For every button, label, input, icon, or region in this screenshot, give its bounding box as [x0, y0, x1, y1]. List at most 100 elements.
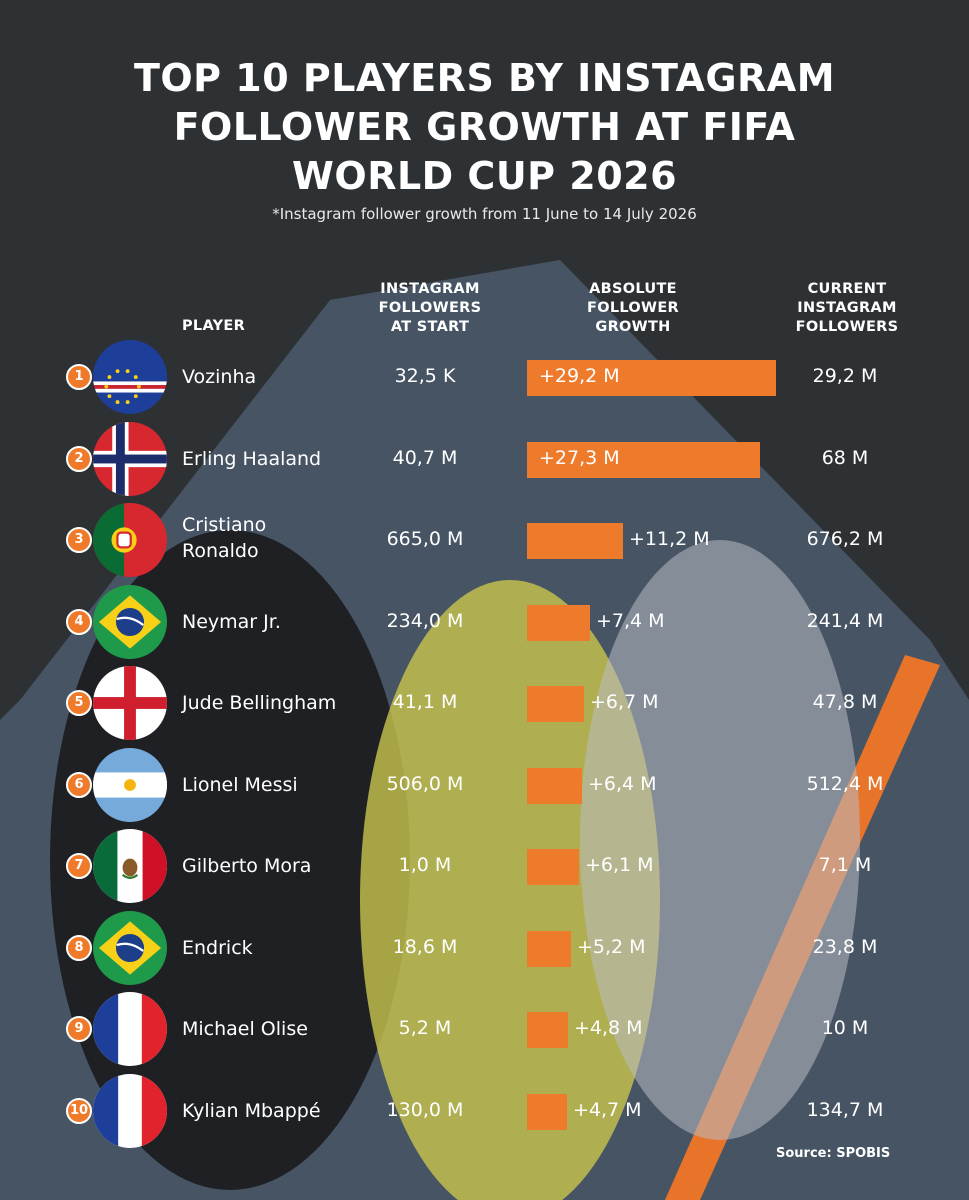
column-header-growth: ABSOLUTE FOLLOWER GROWTH — [548, 280, 718, 337]
column-header-start: INSTAGRAM FOLLOWERS AT START — [345, 280, 515, 337]
growth-label: +6,7 M — [590, 691, 659, 713]
rank-badge: 8 — [66, 934, 92, 961]
brazil-flag — [93, 910, 167, 985]
table-row: 9 Michael Olise 5,2 M +4,8 M 10 M — [0, 992, 969, 1068]
followers-at-start: 130,0 M — [386, 1098, 464, 1121]
player-name: Lionel Messi — [182, 772, 298, 798]
current-followers: 134,7 M — [806, 1098, 884, 1121]
table-row: 2 Erling Haaland 40,7 M +27,3 M 68 M — [0, 421, 969, 498]
growth-label: +6,1 M — [585, 854, 654, 876]
current-followers: 241,4 M — [806, 609, 884, 632]
mexico-flag — [93, 829, 167, 903]
column-header-current: CURRENT INSTAGRAM FOLLOWERS — [762, 280, 932, 337]
followers-at-start: 41,1 M — [392, 691, 458, 713]
england-flag — [93, 666, 167, 740]
followers-at-start: 40,7 M — [392, 446, 458, 469]
player-name-line: Erling Haaland — [182, 447, 322, 470]
table-row: 1 Vozinha 32,5 K +29,2 M 29,2 M — [0, 340, 969, 416]
growth-label: +6,4 M — [588, 772, 657, 795]
current-followers: 676,2 M — [806, 528, 884, 550]
growth-bar — [527, 849, 579, 885]
column-header-line: ABSOLUTE — [589, 281, 677, 297]
current-followers: 10 M — [821, 1017, 869, 1039]
brazil-flag — [93, 584, 167, 659]
player-name-line: Endrick — [182, 936, 253, 959]
rank-badge: 10 — [66, 1097, 92, 1124]
argentina-flag — [93, 747, 167, 822]
player-name: Kylian Mbappé — [182, 1098, 321, 1124]
growth-bar — [527, 686, 584, 722]
table-row: 3 Cristiano Ronaldo 665,0 M +11,2 M 676,2 M — [0, 503, 969, 579]
current-followers: 512,4 M — [806, 772, 884, 795]
france-flag — [93, 1073, 167, 1148]
growth-bar — [527, 523, 623, 559]
source-note: Source: SPOBIS — [776, 1146, 891, 1161]
growth-bar — [527, 930, 571, 967]
current-followers: 23,8 M — [812, 935, 878, 958]
growth-label: +4,8 M — [574, 1017, 643, 1039]
rank-badge: 6 — [66, 771, 92, 798]
followers-at-start: 506,0 M — [386, 772, 464, 795]
growth-bar — [527, 441, 760, 478]
growth-label: +27,3 M — [539, 446, 620, 469]
title-line: FOLLOWER GROWTH AT FIFA — [173, 105, 796, 149]
player-name-line: Gilberto Mora — [182, 855, 312, 877]
player-name: Endrick — [182, 935, 253, 961]
player-name-line: Ronaldo — [182, 540, 259, 562]
growth-bar — [527, 604, 590, 641]
current-followers: 7,1 M — [818, 854, 872, 876]
growth-bar — [527, 360, 776, 396]
chart-title: TOP 10 PLAYERS BY INSTAGRAM FOLLOWER GRO… — [0, 54, 969, 201]
column-header-line: INSTAGRAM — [797, 300, 897, 316]
followers-at-start: 234,0 M — [386, 609, 464, 632]
growth-label: +4,7 M — [573, 1098, 642, 1121]
growth-label: +7,4 M — [596, 609, 665, 632]
rank-badge: 1 — [66, 364, 92, 390]
player-name: Jude Bellingham — [182, 690, 336, 716]
current-followers: 47,8 M — [812, 691, 878, 713]
player-name-line: Neymar Jr. — [182, 610, 281, 633]
rank-badge: 5 — [66, 690, 92, 716]
table-row: 7 Gilberto Mora 1,0 M +6,1 M 7,1 M — [0, 829, 969, 905]
growth-bar — [527, 767, 582, 804]
cape-verde-flag — [93, 340, 167, 414]
table-row: 8 Endrick 18,6 M +5,2 M 23,8 M — [0, 910, 969, 987]
norway-flag — [93, 421, 167, 496]
followers-at-start: 32,5 K — [394, 365, 456, 387]
column-header-line: GROWTH — [595, 319, 671, 335]
title-line: TOP 10 PLAYERS BY INSTAGRAM — [133, 56, 836, 100]
column-header-line: FOLLOWER — [587, 300, 679, 316]
current-followers: 68 M — [821, 446, 869, 469]
chart-subtitle: *Instagram follower growth from 11 June … — [272, 205, 697, 223]
column-header-line: FOLLOWERS — [378, 300, 482, 316]
france-flag — [93, 992, 167, 1066]
player-silhouette-right — [580, 540, 860, 1140]
player-name: Erling Haaland — [182, 446, 321, 472]
player-name-line: Michael Olise — [182, 1018, 308, 1040]
player-name: Michael Olise — [182, 1016, 308, 1042]
followers-at-start: 18,6 M — [392, 935, 458, 958]
followers-at-start: 5,2 M — [398, 1017, 452, 1039]
column-header-line: FOLLOWERS — [795, 319, 899, 335]
column-header-line: INSTAGRAM — [380, 281, 480, 297]
growth-bar — [527, 1012, 568, 1048]
rank-badge: 3 — [66, 527, 92, 553]
table-row: 10 Kylian Mbappé 130,0 M +4,7 M 134,7 M — [0, 1073, 969, 1150]
player-name-line: Vozinha — [182, 366, 257, 388]
rank-badge: 4 — [66, 608, 92, 635]
growth-label: +29,2 M — [539, 365, 620, 387]
rank-badge: 9 — [66, 1016, 92, 1042]
column-header-line: AT START — [390, 319, 470, 335]
current-followers: 29,2 M — [812, 365, 878, 387]
player-name: Vozinha — [182, 364, 256, 390]
table-row: 6 Lionel Messi 506,0 M +6,4 M 512,4 M — [0, 747, 969, 824]
table-row: 5 Jude Bellingham 41,1 M +6,7 M 47,8 M — [0, 666, 969, 742]
player-name-line: Lionel Messi — [182, 773, 298, 796]
player-name: Gilberto Mora — [182, 853, 311, 879]
title-line: WORLD CUP 2026 — [291, 154, 678, 198]
column-header-player: PLAYER — [182, 318, 246, 334]
rank-badge: 2 — [66, 445, 92, 472]
player-name-line: Jude Bellingham — [182, 692, 337, 714]
table-row: 4 Neymar Jr. 234,0 M +7,4 M 241,4 M — [0, 584, 969, 661]
player-name: Cristiano Ronaldo — [182, 512, 266, 564]
